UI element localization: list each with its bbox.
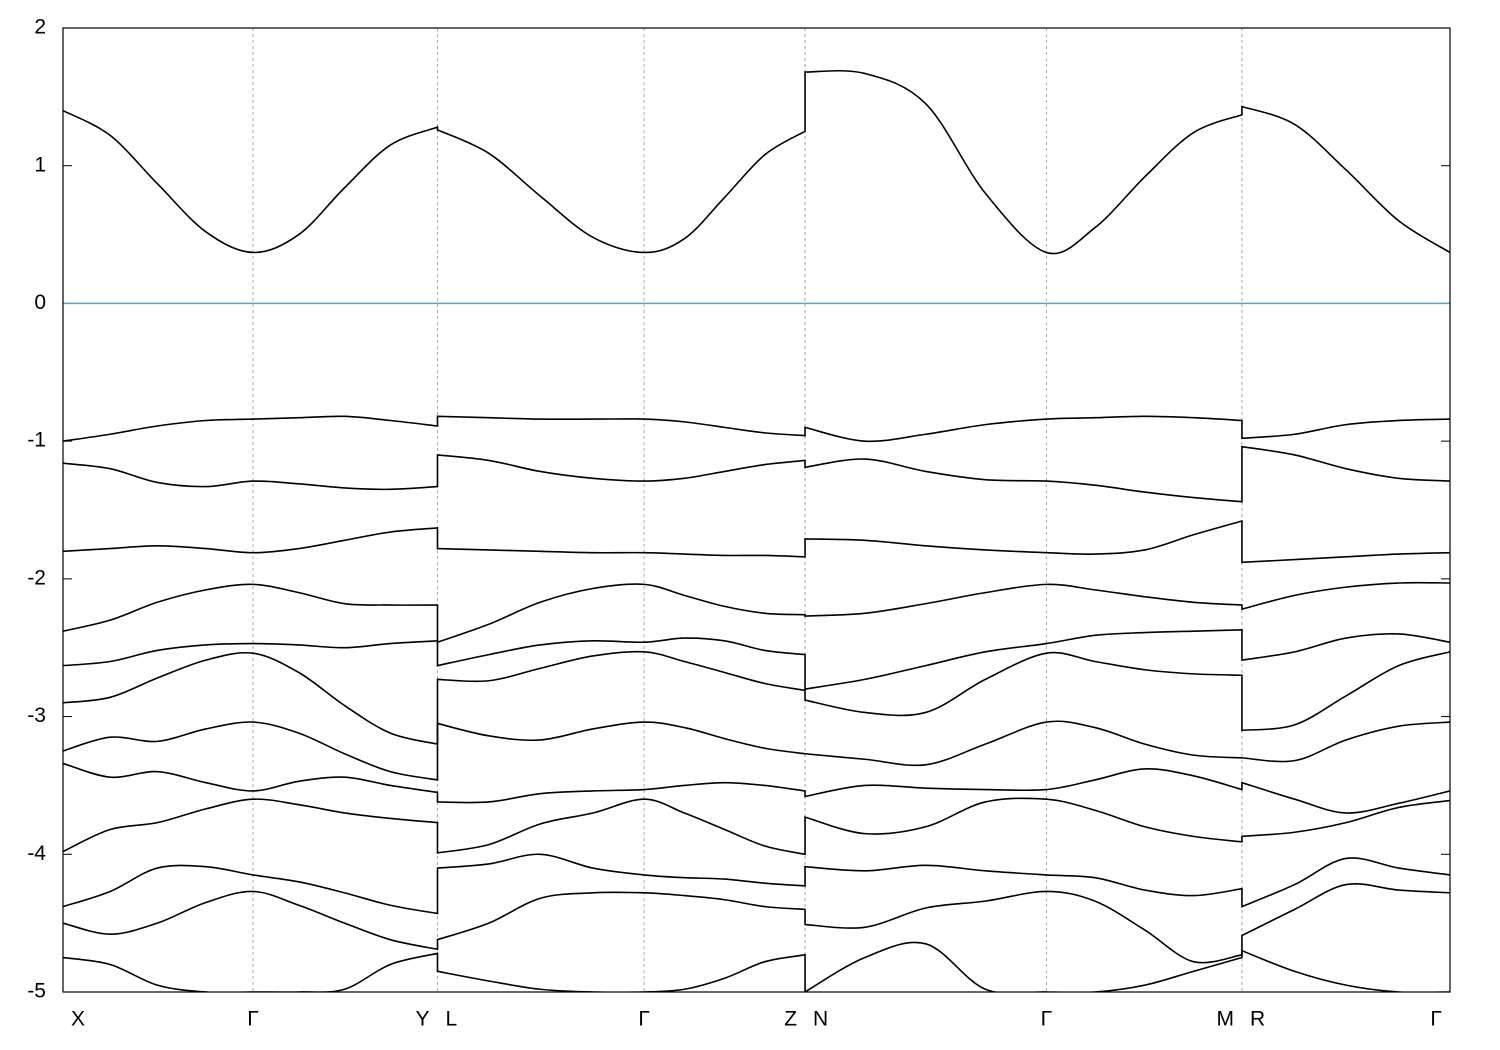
x-tick-label: Γ (1430, 1008, 1442, 1031)
y-tick-label: -2 (27, 566, 46, 589)
x-tick-label: Z (784, 1008, 797, 1031)
x-tick-label: Γ (247, 1008, 259, 1031)
y-tick-label: -1 (27, 429, 46, 452)
x-tick-label: Y (415, 1008, 429, 1031)
x-tick-label: Γ (638, 1008, 650, 1031)
x-tick-label: Γ (1041, 1008, 1053, 1031)
band-line (63, 797, 1450, 856)
x-tick-label: N (813, 1008, 828, 1031)
band-line (63, 883, 1450, 964)
plot-frame (62, 27, 1451, 993)
band-line (63, 445, 1450, 503)
y-tick-label: 0 (34, 291, 46, 314)
y-tick-label: -4 (27, 842, 46, 865)
band-line (63, 853, 1450, 915)
x-tick-label: L (445, 1008, 457, 1031)
band-line (63, 628, 1450, 690)
x-tick-label: R (1250, 1008, 1265, 1031)
band-line (63, 519, 1450, 564)
band-line (63, 762, 1450, 814)
band-line (63, 720, 1450, 781)
x-tick-label: M (1216, 1008, 1234, 1031)
y-tick-label: -3 (27, 704, 46, 727)
band-line (63, 941, 1450, 992)
band-line (63, 415, 1450, 443)
y-tick-label: 1 (34, 153, 46, 176)
bands (63, 69, 1450, 992)
y-tick-label: -5 (27, 980, 46, 1003)
x-tick-label: X (71, 1008, 85, 1031)
band-line (63, 69, 1450, 255)
band-line (63, 581, 1450, 644)
band-line (63, 650, 1450, 746)
y-tick-label: 2 (34, 16, 46, 39)
